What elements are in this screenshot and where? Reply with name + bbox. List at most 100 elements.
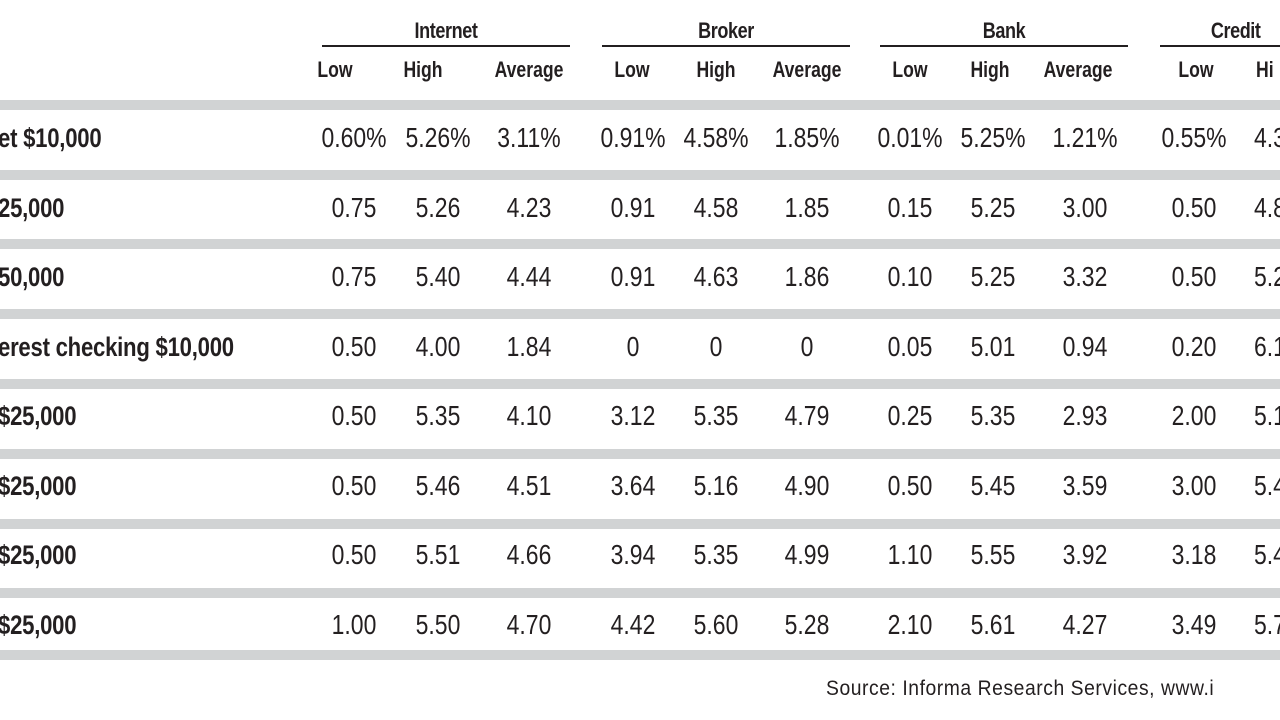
group-header-credit: Credit (1210, 18, 1261, 43)
table-cell: 5.2 (1254, 261, 1280, 292)
table-cell: 1.00 (331, 609, 377, 640)
table-cell: 5.26 (415, 192, 461, 223)
table-cell: 0.15 (887, 192, 933, 223)
table-cell: 3.00 (1062, 192, 1108, 223)
table-cell: 1.21% (1052, 122, 1118, 153)
table-cell: 0.50 (1171, 261, 1217, 292)
table-cell: 4.79 (784, 400, 830, 431)
table-cell: 4.00 (415, 331, 461, 362)
table-cell: 1.10 (887, 539, 933, 570)
subheader-internet-low: Low (317, 57, 353, 82)
table-cell: 3.92 (1062, 539, 1108, 570)
band-separator (0, 309, 1280, 319)
row-label: $25,000 (0, 540, 77, 570)
table-cell: 5.60 (693, 609, 739, 640)
table-cell: 0.75 (331, 192, 377, 223)
table-cell: 5.16 (693, 470, 739, 501)
row-label: et $10,000 (0, 123, 102, 153)
table-cell: 5.25% (960, 122, 1026, 153)
subheader-credit-low: Low (1178, 57, 1214, 82)
table-cell: 0.91 (610, 261, 656, 292)
table-cell: 3.00 (1171, 470, 1217, 501)
table-cell: 3.12 (610, 400, 656, 431)
subheader-internet-average: Average (494, 57, 564, 82)
table-cell: 2.00 (1171, 400, 1217, 431)
table-cell: 5.28 (784, 609, 830, 640)
table-cell: 0.91% (600, 122, 666, 153)
table-cell: 0.50 (331, 539, 377, 570)
table-cell: 5.61 (970, 609, 1016, 640)
table-cell: 4.3 (1254, 122, 1280, 153)
table-cell: 5.4 (1254, 539, 1280, 570)
table-cell: 4.27 (1062, 609, 1108, 640)
table-cell: 0.50 (1171, 192, 1217, 223)
band-separator (0, 519, 1280, 529)
table-cell: 5.45 (970, 470, 1016, 501)
row-label: erest checking $10,000 (0, 332, 234, 362)
table-cell: 4.51 (506, 470, 552, 501)
band-separator (0, 650, 1280, 660)
group-header-internet: Internet (414, 18, 478, 43)
table-cell: 0 (709, 331, 723, 362)
table-cell: 0.50 (331, 400, 377, 431)
row-label: $25,000 (0, 471, 77, 501)
table-cell: 0.20 (1171, 331, 1217, 362)
band-separator (0, 588, 1280, 598)
table-cell: 0 (800, 331, 814, 362)
table-cell: 0.50 (331, 331, 377, 362)
subheader-broker-high: High (696, 57, 736, 82)
table-cell: 1.84 (506, 331, 552, 362)
table-cell: 2.93 (1062, 400, 1108, 431)
table-cell: 5.50 (415, 609, 461, 640)
band-separator (0, 379, 1280, 389)
table-cell: 4.10 (506, 400, 552, 431)
subheader-bank-high: High (970, 57, 1010, 82)
row-label: 50,000 (0, 262, 65, 292)
table-cell: 3.18 (1171, 539, 1217, 570)
subheader-internet-high: High (403, 57, 443, 82)
table-cell: 4.23 (506, 192, 552, 223)
group-rule-broker (602, 45, 850, 47)
table-cell: 5.35 (693, 539, 739, 570)
table-cell: 5.46 (415, 470, 461, 501)
table-cell: 4.44 (506, 261, 552, 292)
table-cell: 1.85% (774, 122, 840, 153)
table-cell: 0.50 (331, 470, 377, 501)
table-cell: 0.05 (887, 331, 933, 362)
table-cell: 5.35 (693, 400, 739, 431)
table-cell: 1.85 (784, 192, 830, 223)
band-separator (0, 100, 1280, 110)
table-cell: 4.90 (784, 470, 830, 501)
table-cell: 3.32 (1062, 261, 1108, 292)
table-cell: 3.11% (497, 122, 561, 153)
table-cell: 5.55 (970, 539, 1016, 570)
source-note: Source: Informa Research Services, www.i (826, 677, 1215, 700)
table-cell: 4.99 (784, 539, 830, 570)
group-rule-internet (322, 45, 570, 47)
table-cell: 0.10 (887, 261, 933, 292)
table-cell: 3.59 (1062, 470, 1108, 501)
table-cell: 1.86 (784, 261, 830, 292)
table-cell: 5.01 (970, 331, 1016, 362)
band-separator (0, 239, 1280, 249)
table-cell: 4.70 (506, 609, 552, 640)
table-cell: 0.75 (331, 261, 377, 292)
subheader-bank-low: Low (892, 57, 928, 82)
band-separator (0, 449, 1280, 459)
table-cell: 3.94 (610, 539, 656, 570)
table-cell: 5.25 (970, 192, 1016, 223)
subheader-broker-average: Average (772, 57, 842, 82)
band-separator (0, 170, 1280, 180)
table-cell: 5.25 (970, 261, 1016, 292)
table-cell: 5.7 (1254, 609, 1280, 640)
group-header-bank: Bank (982, 18, 1026, 43)
table-cell: 5.51 (415, 539, 461, 570)
group-header-broker: Broker (698, 18, 754, 43)
row-label: $25,000 (0, 401, 77, 431)
table-cell: 5.4 (1254, 470, 1280, 501)
table-cell: 4.58% (683, 122, 749, 153)
table-cell: 5.35 (970, 400, 1016, 431)
table-cell: 5.35 (415, 400, 461, 431)
table-cell: 4.66 (506, 539, 552, 570)
